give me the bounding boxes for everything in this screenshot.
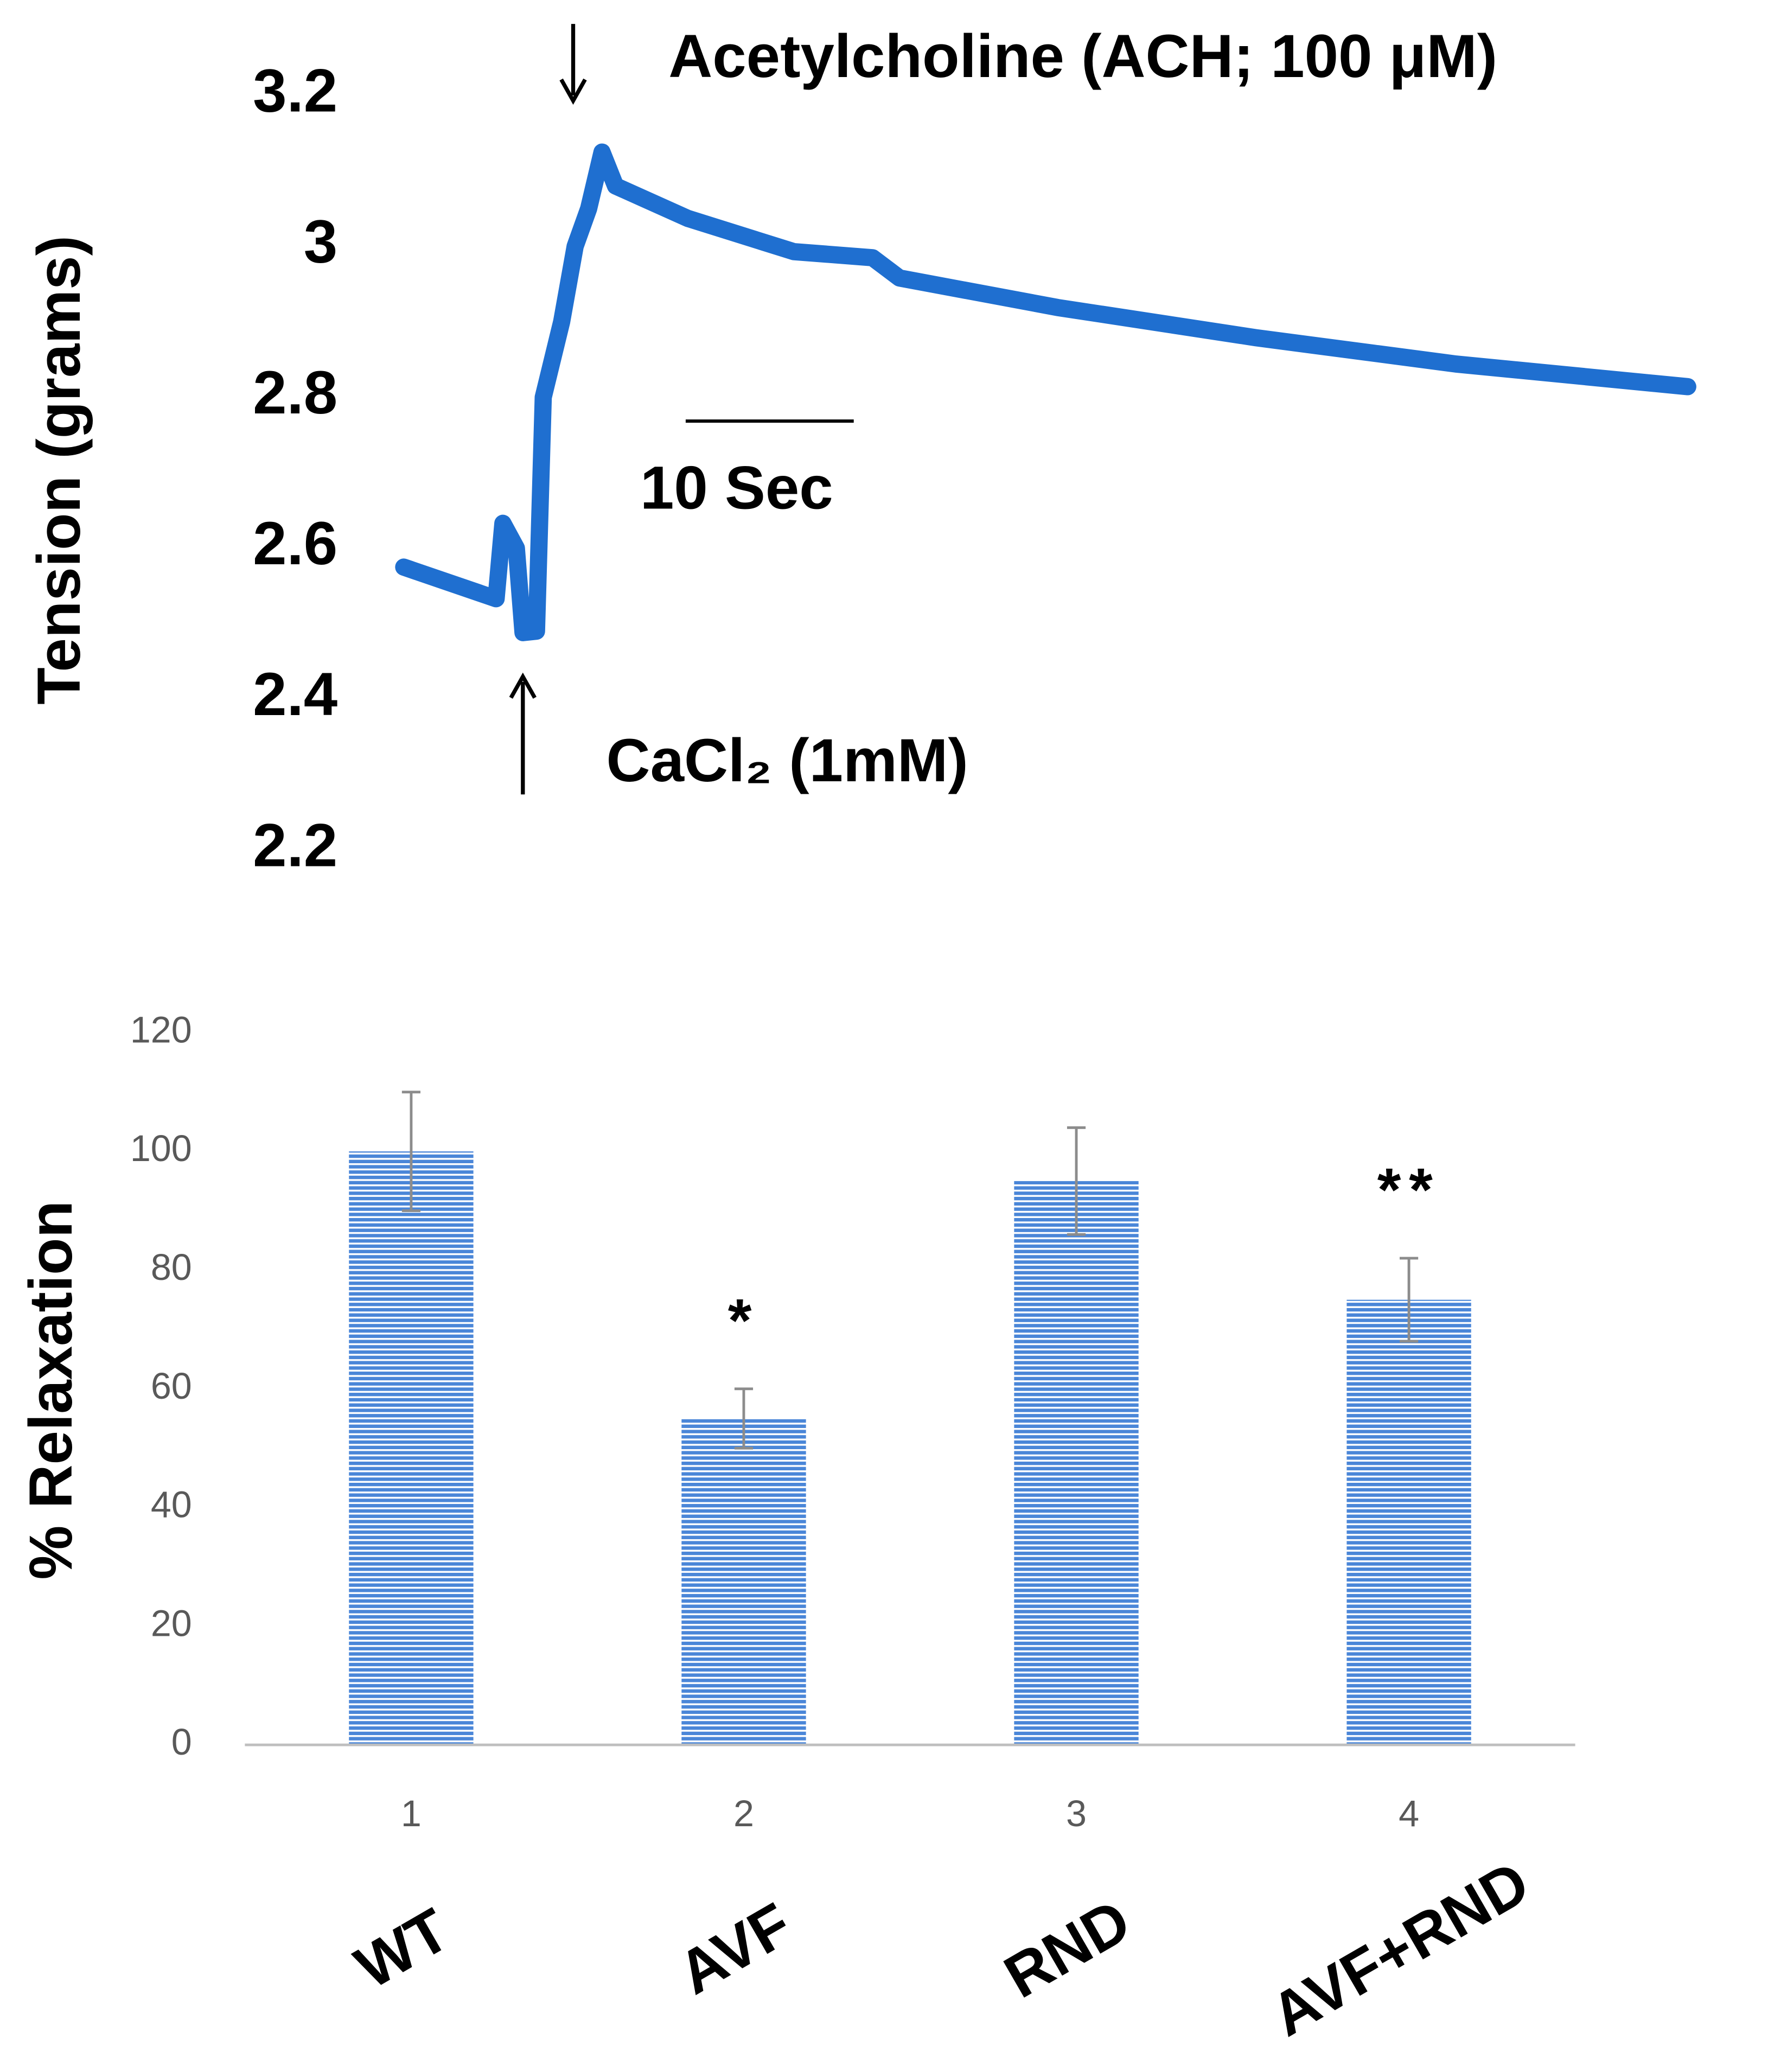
y-tick-label: 40 xyxy=(151,1484,192,1526)
y-tick-label: 80 xyxy=(151,1247,192,1288)
error-bar xyxy=(734,1387,754,1450)
y-axis-label: Tension (grams) xyxy=(24,235,93,705)
trace xyxy=(395,143,1696,641)
relaxation-chart: % Relaxation 0 20 40 60 80 100 120 1 WT * 2 AVF 3 RND… xyxy=(16,1009,1575,2049)
x-tick-label: 1 xyxy=(401,1793,422,1834)
group-label: RND xyxy=(993,1886,1141,2011)
error-bar xyxy=(1067,1126,1086,1236)
y-tick-label: 20 xyxy=(151,1603,192,1644)
bar xyxy=(1014,1181,1139,1745)
y-tick-label: 2.8 xyxy=(253,358,337,426)
bar xyxy=(681,1418,806,1745)
y-tick-label: 0 xyxy=(171,1722,192,1763)
y-tick-label: 120 xyxy=(130,1009,192,1050)
x-tick-label: 2 xyxy=(733,1793,754,1834)
annotation: Acetylcholine (ACH; 100 μM) xyxy=(668,22,1497,90)
y-tick-label: 100 xyxy=(130,1128,192,1169)
tension-chart: Tension (grams) Acetylcholine (ACH; 100 … xyxy=(24,22,1696,879)
bar xyxy=(1346,1299,1471,1745)
group-label: WT xyxy=(344,1895,460,2001)
error-bar xyxy=(1400,1257,1419,1343)
y-tick-label: 2.6 xyxy=(253,509,337,577)
significance-label: ** xyxy=(1377,1156,1441,1224)
x-tick-label: 3 xyxy=(1066,1793,1087,1834)
arrow-head xyxy=(559,78,587,105)
y-tick-label: 2.4 xyxy=(253,660,337,728)
arrow-head xyxy=(509,672,537,699)
y-tick-label: 3 xyxy=(304,207,337,276)
annotation: CaCl₂ (1mM) xyxy=(607,726,968,794)
y-tick-label: 3.2 xyxy=(253,56,337,125)
group-label: AVF xyxy=(667,1890,802,2007)
significance-label: * xyxy=(728,1286,760,1354)
y-axis-label: % Relaxation xyxy=(16,1201,85,1580)
scale-bar-label: 10 Sec xyxy=(640,454,833,522)
x-tick-label: 4 xyxy=(1399,1793,1419,1834)
group-label: AVF+RND xyxy=(1259,1847,1540,2049)
y-tick-label: 2.2 xyxy=(253,811,337,879)
bar xyxy=(349,1151,474,1745)
y-tick-label: 60 xyxy=(151,1366,192,1407)
error-bar xyxy=(401,1091,421,1213)
